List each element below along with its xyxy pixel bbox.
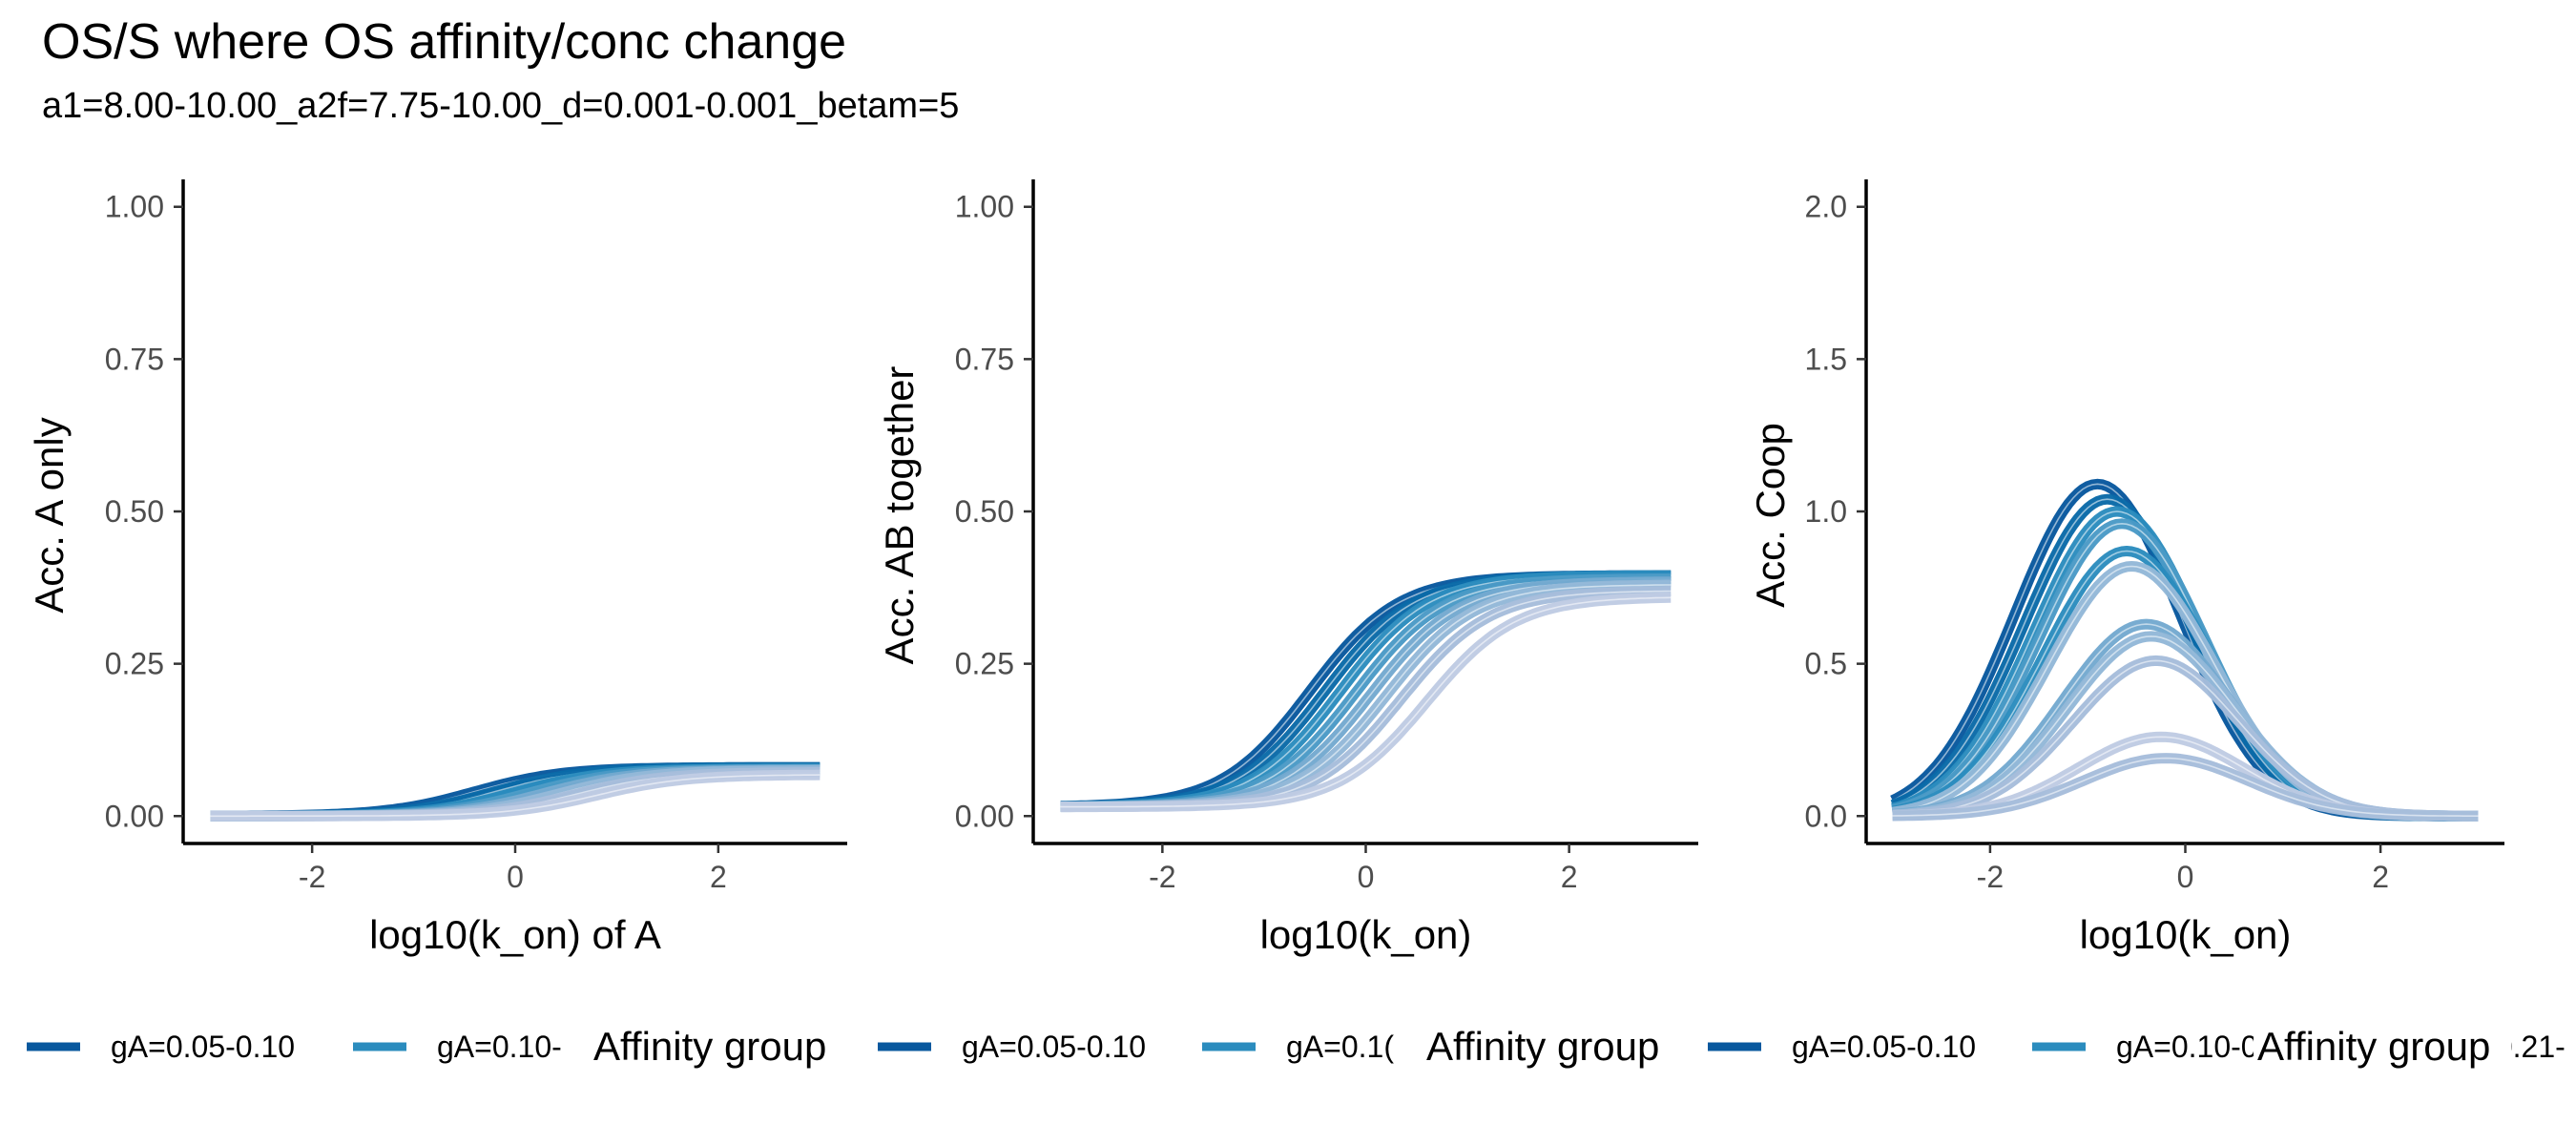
series-line-highlight-1 <box>1060 574 1672 807</box>
series-line-highlight-8 <box>1060 596 1672 808</box>
chart-subtitle: a1=8.00-10.00_a2f=7.75-10.00_d=0.001-0.0… <box>42 86 960 126</box>
y-tick-label: 1.00 <box>955 190 1014 224</box>
y-tick-label: 0.50 <box>955 494 1014 529</box>
series-group <box>1890 478 2479 822</box>
x-tick-label: -2 <box>299 860 325 894</box>
x-tick-label: -2 <box>1977 860 2004 894</box>
legend-label: gA=0.1( <box>1286 1030 1394 1064</box>
legend-label: gA=0.10- <box>437 1030 562 1064</box>
legend-items: gA=0.05-0.10 gA=0.10- <box>27 1030 562 1064</box>
y-tick-label: 0.75 <box>955 342 1014 376</box>
y-tick-label: 0.00 <box>955 799 1014 833</box>
y-axis-label: Acc. A only <box>27 417 72 613</box>
x-axis-label: log10(k_on) <box>1260 912 1472 957</box>
legend-label: gA=0.05-0.10 <box>1792 1030 1976 1064</box>
series-line-highlight-3 <box>1060 574 1672 808</box>
legend-title-backing <box>590 1012 847 1066</box>
y-tick-label: 0.25 <box>955 647 1014 681</box>
y-tick-label: 0.5 <box>1805 647 1847 681</box>
legend-row: gA=0.05-0.10 gA=0.10- Affinity group gA=0.0… <box>27 1012 2566 1069</box>
x-tick-label: -2 <box>1149 860 1175 894</box>
panel-1: 0.00 0.25 0.50 0.75 1.00 -2 0 2 log10(k_on) of A… <box>27 179 847 957</box>
series-line-highlight-8 <box>210 774 821 818</box>
y-tick-label: 0.50 <box>105 494 164 529</box>
x-tick-label: 0 <box>507 860 524 894</box>
y-tick-label: 2.0 <box>1805 190 1847 224</box>
y-tick-label: 1.00 <box>105 190 164 224</box>
chart-title: OS/S where OS affinity/conc change <box>42 14 847 70</box>
legend-title: Affinity group <box>593 1024 826 1069</box>
legend-3: gA=0.05-0.10gA=0.10-0.21gA=0.21-Affinity… <box>1708 1012 2566 1069</box>
series-line-2 <box>1060 570 1672 812</box>
series-line-5 <box>1060 576 1672 812</box>
legend-items: gA=0.05-0.10 gA=0.1( <box>878 1030 1394 1064</box>
x-tick-label: 0 <box>2177 860 2194 894</box>
x-axis-label: log10(k_on) of A <box>369 912 661 957</box>
legend-title: Affinity group <box>1426 1024 1659 1069</box>
legend-label: gA=0.05-0.10 <box>962 1030 1146 1064</box>
legend-title: Affinity group <box>2257 1024 2490 1069</box>
panel-3: 0.0 0.5 1.0 1.5 2.0 -2 0 2 log10(k_on) Acc. Coop <box>1748 179 2504 957</box>
legend-title-backing <box>1423 1012 1680 1066</box>
y-tick-label: 1.5 <box>1805 342 1847 376</box>
x-tick-label: 2 <box>2372 860 2389 894</box>
legend-1: gA=0.05-0.10 gA=0.10- Affinity group <box>27 1012 847 1069</box>
x-tick-label: 2 <box>710 860 727 894</box>
y-axis-label: Acc. AB together <box>877 366 922 665</box>
series-group <box>1060 570 1672 813</box>
series-line-highlight-2 <box>1060 574 1672 807</box>
y-tick-label: 0.25 <box>105 647 164 681</box>
y-tick-label: 1.0 <box>1805 494 1847 529</box>
y-axis-label: Acc. Coop <box>1748 423 1793 608</box>
series-group <box>210 761 821 822</box>
y-tick-label: 0.00 <box>105 799 164 833</box>
legend-title-backing <box>2254 1012 2511 1066</box>
x-tick-label: 0 <box>1358 860 1375 894</box>
x-tick-label: 2 <box>1561 860 1578 894</box>
series-line-1 <box>1060 570 1672 812</box>
legend-2: gA=0.05-0.10 gA=0.1( Affinity group <box>878 1012 1680 1069</box>
x-axis-label: log10(k_on) <box>2080 912 2292 957</box>
y-tick-label: 0.75 <box>105 342 164 376</box>
y-tick-label: 0.0 <box>1805 799 1847 833</box>
legend-label: gA=0.05-0.10 <box>111 1030 295 1064</box>
series-line-highlight-11 <box>1892 757 2479 817</box>
series-line-3 <box>1060 570 1672 812</box>
panel-2: 0.00 0.25 0.50 0.75 1.00 -2 0 2 log10(k_on) Acc. … <box>877 179 1698 957</box>
